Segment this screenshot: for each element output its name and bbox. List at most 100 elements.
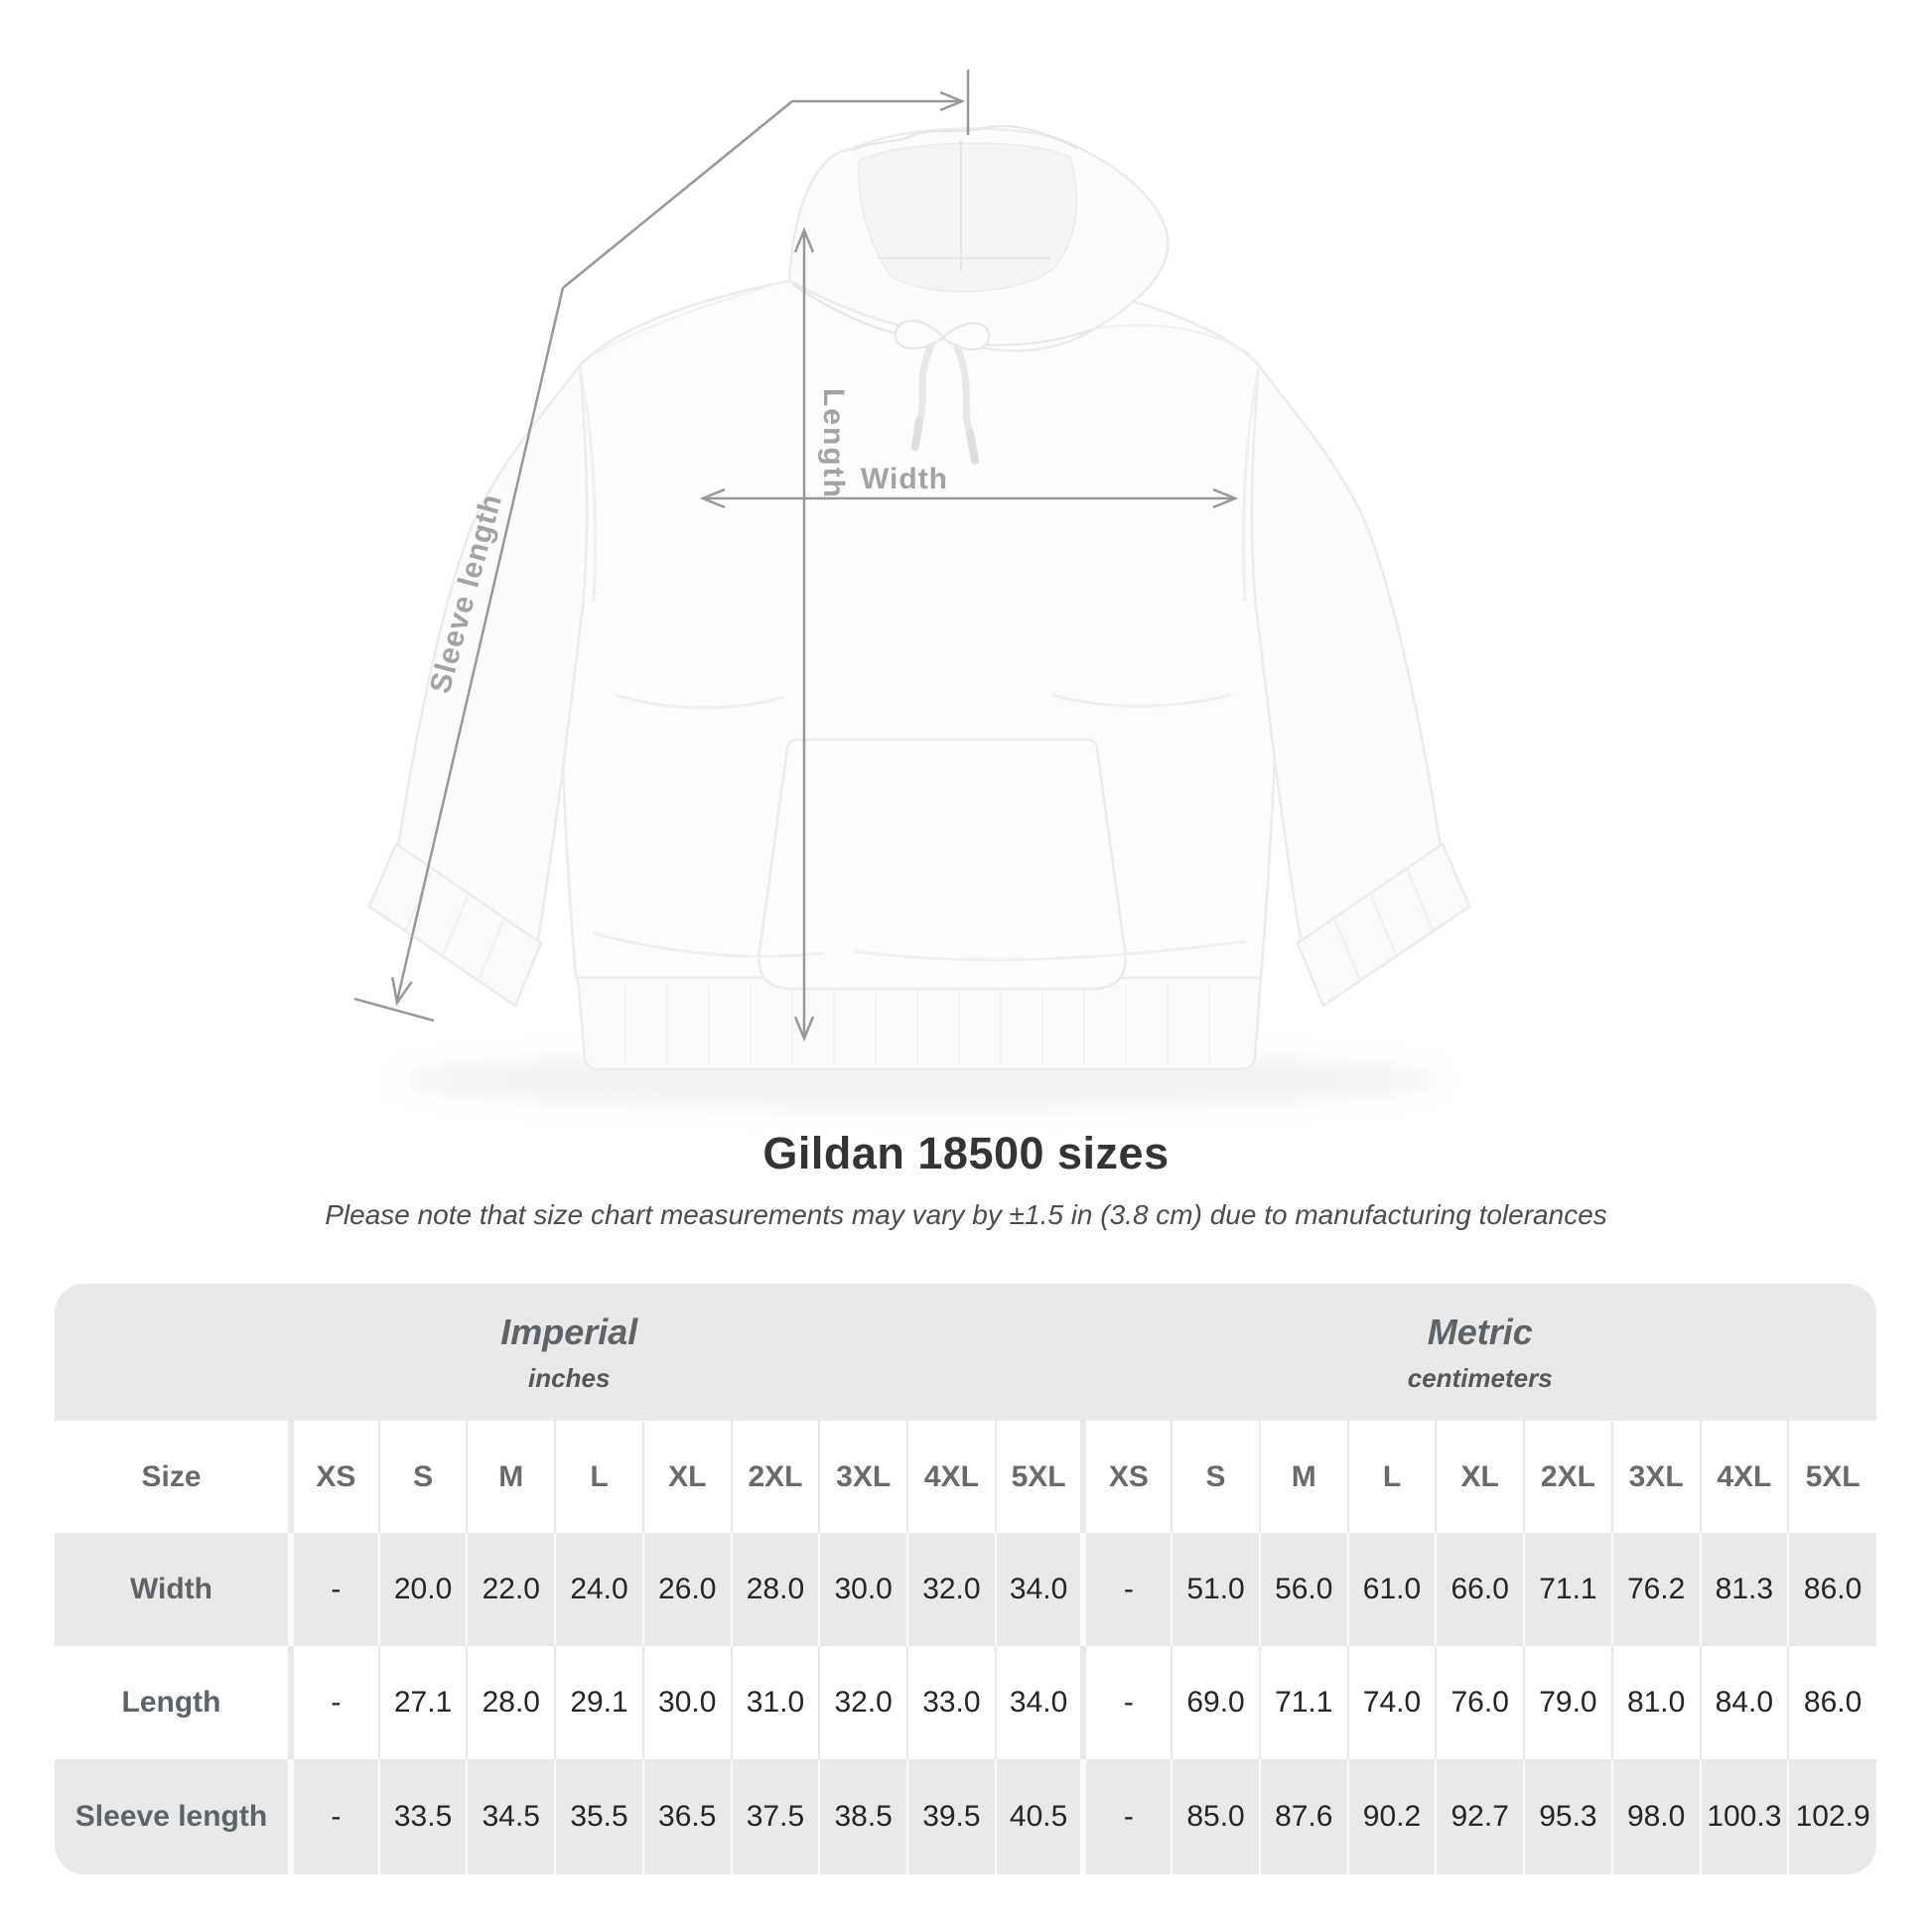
value-cell: 71.1	[1258, 1646, 1348, 1759]
metric-label: Metric	[1427, 1311, 1533, 1352]
value-cell: 102.9	[1787, 1759, 1876, 1874]
value-cell: 90.2	[1346, 1759, 1437, 1874]
imperial-unit: inches	[528, 1362, 611, 1393]
cuff-ribs	[405, 868, 1434, 981]
value-cell: 30.0	[641, 1646, 732, 1759]
value-cell: 28.0	[730, 1533, 820, 1646]
value-cell: 76.0	[1435, 1646, 1525, 1759]
value-cell: 34.0	[994, 1533, 1084, 1646]
table-row-length: Length -27.1 28.0 29.1 30.0 31.0 32.0 33.0 34.0-…	[55, 1646, 1876, 1759]
value-cell: 33.0	[906, 1646, 996, 1759]
value-cell: 51.0	[1171, 1533, 1260, 1646]
value-cell: 92.7	[1435, 1759, 1525, 1874]
size-header-metric-3xl: 3XL	[1610, 1421, 1701, 1533]
value-cell: 28.0	[466, 1646, 556, 1759]
size-header-metric-l: L	[1346, 1421, 1437, 1533]
width-left-arrowhead	[699, 487, 726, 509]
value-cell: 24.0	[554, 1533, 643, 1646]
value-cell: 79.0	[1523, 1646, 1612, 1759]
measurement-lines	[353, 69, 1239, 1042]
value-cell: -	[288, 1646, 379, 1759]
value-cell: -	[1080, 1533, 1173, 1646]
row-label: Length	[121, 1686, 221, 1719]
length-bottom-arrowhead	[793, 1016, 815, 1042]
size-header-imperial-l: L	[554, 1421, 643, 1533]
hem-band	[576, 976, 1263, 1071]
metric-unit: centimeters	[1407, 1362, 1553, 1393]
hem-ribs	[624, 985, 1210, 1064]
size-header-metric-xs: XS	[1080, 1421, 1173, 1533]
imperial-label: Imperial	[500, 1311, 638, 1352]
value-cell: 66.0	[1435, 1533, 1525, 1646]
value-cell: -	[288, 1533, 379, 1646]
size-header-imperial-m: M	[466, 1421, 556, 1533]
value-cell: 40.5	[994, 1759, 1084, 1874]
value-cell: -	[288, 1759, 379, 1874]
value-cell: 27.1	[377, 1646, 468, 1759]
size-header-imperial-xl: XL	[641, 1421, 732, 1533]
value-cell: 32.0	[818, 1646, 908, 1759]
unit-band-row: Imperial inches Metric centimeters	[55, 1284, 1876, 1421]
size-header-metric-xl: XL	[1435, 1421, 1525, 1533]
imperial-group-header: Imperial inches	[55, 1284, 1083, 1421]
value-cell: 37.5	[730, 1759, 820, 1874]
hoodie-illustration	[367, 124, 1471, 1108]
value-cell: 71.1	[1523, 1533, 1612, 1646]
value-cell: 34.0	[994, 1646, 1084, 1759]
size-header-imperial-xs: XS	[288, 1421, 379, 1533]
size-header-imperial-3xl: 3XL	[818, 1421, 908, 1533]
width-right-arrowhead	[1212, 487, 1239, 509]
width-label: Width	[861, 463, 948, 495]
sleeve-length-bottom-tick	[353, 997, 435, 1023]
value-cell: 35.5	[554, 1759, 643, 1874]
metric-group-header: Metric centimeters	[1083, 1284, 1876, 1421]
value-cell: 56.0	[1258, 1533, 1348, 1646]
size-table: Imperial inches Metric centimeters Size X…	[55, 1284, 1876, 1874]
hood-seams	[591, 124, 1250, 356]
value-cell: 31.0	[730, 1646, 820, 1759]
value-cell: -	[1080, 1646, 1173, 1759]
size-header-metric-2xl: 2XL	[1523, 1421, 1612, 1533]
value-cell: 33.5	[377, 1759, 468, 1874]
value-cell: 30.0	[818, 1533, 908, 1646]
value-cell: 34.5	[466, 1759, 556, 1874]
value-cell: 86.0	[1787, 1646, 1876, 1759]
sleeve-length-end-arrowhead	[391, 977, 413, 1007]
value-cell: 29.1	[554, 1646, 643, 1759]
sleeve-length-diagonal-upper	[562, 100, 793, 289]
page-subtitle: Please note that size chart measurements…	[325, 1199, 1607, 1230]
size-header-imperial-4xl: 4XL	[906, 1421, 996, 1533]
value-cell: 38.5	[818, 1759, 908, 1874]
size-header-metric-m: M	[1258, 1421, 1348, 1533]
size-table-body: Width -20.0 22.0 24.0 26.0 28.0 30.0 32.0 34.0-5…	[55, 1533, 1876, 1874]
sleeve-length-right-arrowhead	[939, 90, 966, 112]
page-title: Gildan 18500 sizes	[762, 1128, 1170, 1178]
value-cell: 76.2	[1610, 1533, 1701, 1646]
row-label: Sleeve length	[74, 1800, 268, 1833]
value-cell: 81.0	[1610, 1646, 1701, 1759]
value-cell: 81.3	[1699, 1533, 1789, 1646]
table-row-sleeve-length: Sleeve length -33.5 34.5 35.5 36.5 37.5 38.5 39…	[55, 1759, 1876, 1874]
right-sleeve	[1250, 361, 1443, 948]
value-cell: 36.5	[641, 1759, 732, 1874]
value-cell: 69.0	[1171, 1646, 1260, 1759]
table-row-width: Width -20.0 22.0 24.0 26.0 28.0 30.0 32.0 34.0-5…	[55, 1533, 1876, 1646]
size-header-imperial-s: S	[377, 1421, 468, 1533]
value-cell: 26.0	[641, 1533, 732, 1646]
value-cell: 20.0	[377, 1533, 468, 1646]
value-cell: 85.0	[1171, 1759, 1260, 1874]
value-cell: 87.6	[1258, 1759, 1348, 1874]
size-header-metric-s: S	[1171, 1421, 1260, 1533]
value-cell: 98.0	[1610, 1759, 1701, 1874]
kangaroo-pocket	[758, 738, 1127, 991]
size-table-head: Imperial inches Metric centimeters Size X…	[55, 1284, 1876, 1533]
size-header-row: Size XS S M L XL 2XL 3XL 4XL 5XL XS S M L XL 2XL 3XL 4XL 5…	[55, 1421, 1876, 1533]
size-header-metric-4xl: 4XL	[1699, 1421, 1789, 1533]
value-cell: 39.5	[906, 1759, 996, 1874]
drawstrings	[894, 320, 991, 465]
size-header-imperial-2xl: 2XL	[730, 1421, 820, 1533]
size-header-imperial-5xl: 5XL	[994, 1421, 1084, 1533]
size-header-metric-5xl: 5XL	[1787, 1421, 1876, 1533]
value-cell: -	[1080, 1759, 1173, 1874]
